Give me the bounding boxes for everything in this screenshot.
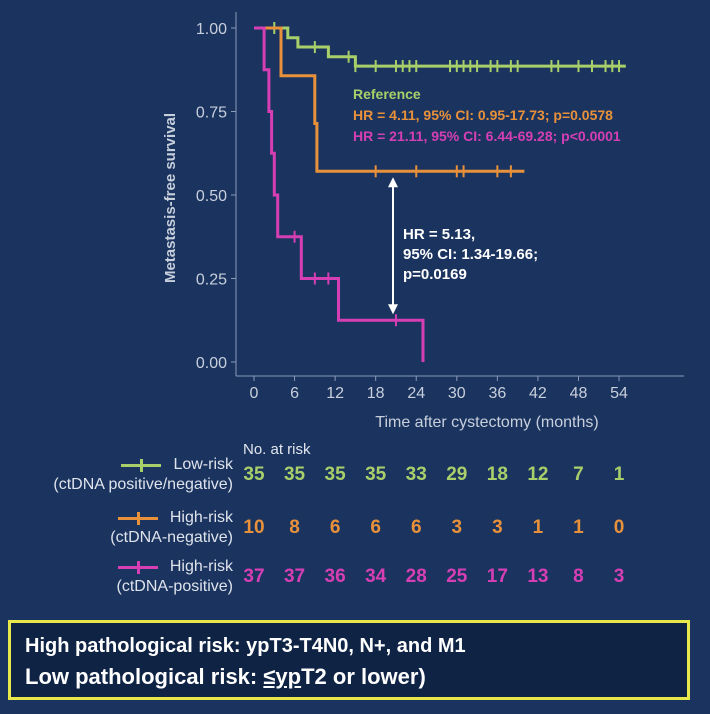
- high-risk-definition: High pathological risk: ypT3-T4N0, N+, a…: [25, 635, 466, 657]
- risk-label-group: Low-risk: [173, 456, 233, 473]
- low-risk-suffix: T2 or lower): [301, 664, 426, 689]
- risk-count: 1: [573, 517, 584, 538]
- series-line-1: [254, 26, 626, 68]
- annotation-hr-between: 95% CI: 1.34-19.66;: [403, 246, 538, 263]
- risk-count: 3: [492, 517, 503, 538]
- risk-count: 33: [405, 464, 427, 485]
- risk-count: 1: [613, 464, 625, 485]
- risk-count: 6: [410, 517, 422, 538]
- x-tick-label: 12: [326, 385, 344, 402]
- risk-count: 34: [365, 566, 387, 587]
- x-tick-label: 30: [448, 385, 466, 402]
- risk-count: 29: [446, 464, 468, 485]
- series-line-3: [254, 26, 425, 362]
- risk-label-line1: Low-risk: [0, 455, 233, 475]
- risk-row-label: Low-risk (ctDNA positive/negative): [0, 455, 233, 495]
- risk-count: 28: [405, 566, 427, 587]
- definition-box: High pathological risk: ypT3-T4N0, N+, a…: [8, 620, 690, 700]
- low-risk-prefix: Low pathological risk:: [25, 664, 264, 689]
- legend-swatch-icon: [117, 561, 158, 574]
- y-axis-label: Metastasis-free survival: [162, 113, 179, 283]
- legend-swatch-icon: [117, 512, 158, 525]
- risk-count: 12: [527, 464, 549, 485]
- x-tick-label: 54: [610, 385, 628, 402]
- risk-row: High-risk (ctDNA-negative) 10 8 6 6 6 3 3 1 1 0: [0, 508, 710, 552]
- x-tick-label: 24: [407, 385, 425, 402]
- risk-label-line2: (ctDNA-negative): [110, 529, 233, 546]
- annotation-hr-between: p=0.0169: [403, 266, 467, 283]
- risk-table-title: No. at risk: [243, 441, 311, 458]
- risk-row-label: High-risk (ctDNA-negative): [0, 508, 233, 548]
- risk-count: 18: [486, 464, 508, 485]
- risk-count: 36: [324, 566, 346, 587]
- risk-count: 8: [573, 566, 584, 587]
- x-tick-label: 48: [570, 385, 588, 402]
- risk-label-group: High-risk: [169, 509, 233, 526]
- annotation-hr-orange: HR = 4.11, 95% CI: 0.95-17.73; p=0.0578: [353, 107, 613, 123]
- survival-chart: 0.00 0.25 0.50 0.75 1.00 0 6 12 18 24 30 36 42 48 54 Ti…: [162, 12, 684, 431]
- risk-row-label: High-risk (ctDNA-positive): [0, 557, 233, 597]
- risk-count: 25: [446, 566, 468, 587]
- risk-count: 3: [451, 517, 463, 538]
- risk-count: 6: [329, 517, 341, 538]
- risk-label-line1: High-risk: [0, 557, 233, 577]
- x-axis-label: Time after cystectomy (months): [375, 414, 598, 431]
- annotations: Reference HR = 4.11, 95% CI: 0.95-17.73; …: [353, 86, 621, 315]
- risk-label-line2: (ctDNA positive/negative): [53, 476, 233, 493]
- x-tick-label: 0: [250, 385, 259, 402]
- x-tick-label: 18: [367, 385, 385, 402]
- survival-curves: [254, 22, 626, 362]
- risk-count: 10: [243, 517, 265, 538]
- y-tick-label: 0.50: [196, 188, 227, 205]
- y-tick-label: 1.00: [196, 21, 227, 38]
- low-risk-definition: Low pathological risk: ≤ypT2 or lower): [25, 661, 673, 693]
- risk-count: 13: [527, 566, 549, 587]
- risk-count: 1: [532, 517, 544, 538]
- legend-swatch-icon: [121, 459, 162, 472]
- risk-count: 35: [243, 464, 265, 485]
- low-risk-le-symbol: ≤yp: [263, 664, 302, 689]
- axes: 0.00 0.25 0.50 0.75 1.00 0 6 12 18 24 30 36 42 48 54 Ti…: [162, 12, 684, 431]
- x-tick-label: 36: [488, 385, 506, 402]
- risk-count: 7: [573, 464, 584, 485]
- risk-label-line2: (ctDNA-positive): [116, 578, 233, 595]
- x-tick-label: 42: [529, 385, 547, 402]
- series-line-2: [254, 26, 525, 173]
- annotation-reference: Reference: [353, 86, 421, 102]
- risk-row: High-risk (ctDNA-positive) 37 37 36 34 28 25 17 1…: [0, 557, 710, 601]
- risk-count: 3: [613, 566, 625, 587]
- risk-count: 6: [370, 517, 381, 538]
- risk-label-line1: High-risk: [0, 508, 233, 528]
- risk-row: Low-risk (ctDNA positive/negative) 35 35 35 3…: [0, 455, 710, 499]
- y-tick-label: 0.25: [196, 272, 227, 289]
- risk-count: 8: [289, 517, 300, 538]
- arrow-head-down: [388, 304, 398, 315]
- arrow-head-up: [388, 177, 398, 188]
- risk-count: 35: [324, 464, 346, 485]
- risk-count: 37: [243, 566, 265, 587]
- annotation-hr-magenta: HR = 21.11, 95% CI: 6.44-69.28; p<0.0001: [353, 128, 621, 144]
- risk-count: 37: [283, 566, 306, 587]
- annotation-hr-between: HR = 5.13,: [403, 226, 475, 243]
- risk-label-group: High-risk: [169, 558, 233, 575]
- risk-count: 17: [486, 566, 508, 587]
- y-tick-label: 0.75: [196, 105, 227, 122]
- risk-count: 35: [283, 464, 306, 485]
- x-tick-label: 6: [290, 385, 299, 402]
- y-tick-label: 0.00: [196, 355, 227, 372]
- risk-count: 35: [365, 464, 387, 485]
- risk-count: 0: [613, 517, 625, 538]
